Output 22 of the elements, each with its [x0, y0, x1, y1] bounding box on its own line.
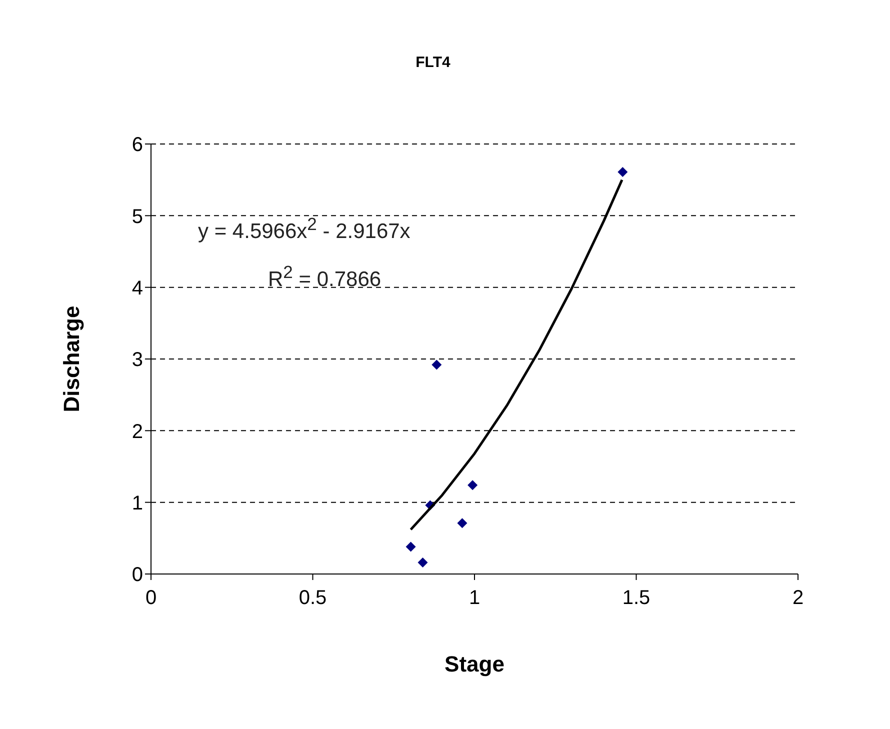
x-tick-label: 0.5 — [298, 587, 327, 610]
point — [432, 360, 442, 370]
y-tick-label: 6 — [132, 134, 143, 156]
x-tick-label: 1.5 — [622, 587, 650, 610]
x-tick-label: 1 — [468, 587, 480, 610]
x-axis-title: Stage — [444, 652, 504, 677]
y-axis-title: Discharge — [58, 306, 84, 412]
y-tick-label: 4 — [132, 277, 143, 300]
annotation: y = 4.5966x$^{2}$ - 2.9167x — [198, 214, 410, 244]
point — [406, 542, 416, 552]
y-tick-label: 3 — [132, 349, 143, 372]
x-tick-label: 2 — [792, 587, 804, 610]
point — [468, 480, 478, 490]
annotation: R$^{2}$ = 0.7866 — [268, 262, 382, 292]
y-tick-label: 0 — [132, 564, 143, 586]
y-tick-label: 1 — [132, 492, 143, 514]
y-tick-label: 2 — [132, 420, 143, 443]
chart-title: FLT4 — [414, 54, 452, 71]
point — [618, 166, 628, 177]
point — [457, 518, 468, 528]
y-tick-label: 5 — [132, 206, 143, 228]
point — [418, 558, 428, 568]
